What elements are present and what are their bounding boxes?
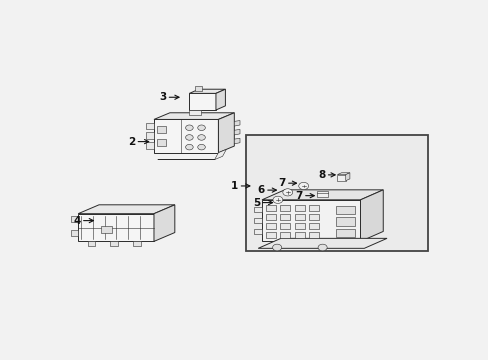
Circle shape <box>185 144 193 150</box>
Polygon shape <box>335 206 354 214</box>
Polygon shape <box>360 190 383 242</box>
Bar <box>294 214 304 220</box>
Circle shape <box>197 135 205 140</box>
Polygon shape <box>234 121 240 126</box>
Polygon shape <box>71 230 78 236</box>
Bar <box>245 135 427 251</box>
Text: 7: 7 <box>278 178 296 188</box>
Bar <box>280 223 290 229</box>
Circle shape <box>298 183 308 190</box>
Bar <box>157 126 166 133</box>
Bar <box>265 223 275 229</box>
Polygon shape <box>337 173 349 175</box>
Polygon shape <box>110 242 118 246</box>
Polygon shape <box>145 123 154 129</box>
Text: 1: 1 <box>231 181 249 191</box>
Polygon shape <box>234 129 240 135</box>
Circle shape <box>282 189 292 196</box>
Polygon shape <box>253 229 262 234</box>
Circle shape <box>272 244 281 251</box>
Polygon shape <box>317 191 327 197</box>
Text: 4: 4 <box>73 216 93 226</box>
Bar <box>294 232 304 238</box>
Circle shape <box>197 125 205 131</box>
Circle shape <box>197 144 205 150</box>
Bar <box>308 214 319 220</box>
Bar <box>294 204 304 211</box>
Polygon shape <box>145 142 154 149</box>
Bar <box>195 86 202 91</box>
Text: 5: 5 <box>252 198 272 208</box>
Polygon shape <box>337 175 345 181</box>
Polygon shape <box>133 242 141 246</box>
Polygon shape <box>253 218 262 223</box>
Text: 2: 2 <box>128 136 148 147</box>
Polygon shape <box>345 173 349 181</box>
Polygon shape <box>154 120 218 153</box>
Circle shape <box>317 244 326 251</box>
Polygon shape <box>258 238 386 248</box>
Polygon shape <box>145 132 154 139</box>
Polygon shape <box>335 217 354 226</box>
Polygon shape <box>189 93 216 110</box>
Polygon shape <box>78 205 175 214</box>
Text: 8: 8 <box>318 170 334 180</box>
Circle shape <box>272 196 282 203</box>
Bar <box>280 204 290 211</box>
Text: 6: 6 <box>257 185 276 195</box>
Bar <box>265 232 275 238</box>
Polygon shape <box>218 113 234 153</box>
Polygon shape <box>335 229 354 237</box>
Bar <box>308 204 319 211</box>
Bar <box>294 223 304 229</box>
Text: 3: 3 <box>159 92 179 102</box>
Polygon shape <box>189 110 201 115</box>
Polygon shape <box>216 89 225 110</box>
Polygon shape <box>78 214 154 242</box>
Polygon shape <box>234 138 240 144</box>
Polygon shape <box>253 207 262 212</box>
Circle shape <box>185 135 193 140</box>
Polygon shape <box>154 113 234 120</box>
Bar <box>265 204 275 211</box>
Bar <box>308 232 319 238</box>
Polygon shape <box>154 205 175 242</box>
Circle shape <box>185 125 193 131</box>
Bar <box>101 226 112 233</box>
Polygon shape <box>87 242 95 246</box>
Polygon shape <box>262 190 383 200</box>
Bar <box>280 232 290 238</box>
Bar <box>308 223 319 229</box>
Bar <box>265 214 275 220</box>
Polygon shape <box>189 89 225 93</box>
Polygon shape <box>158 149 226 159</box>
Bar <box>157 139 166 146</box>
Polygon shape <box>71 216 78 222</box>
Bar <box>280 214 290 220</box>
Text: 7: 7 <box>295 191 314 201</box>
Polygon shape <box>262 200 360 242</box>
